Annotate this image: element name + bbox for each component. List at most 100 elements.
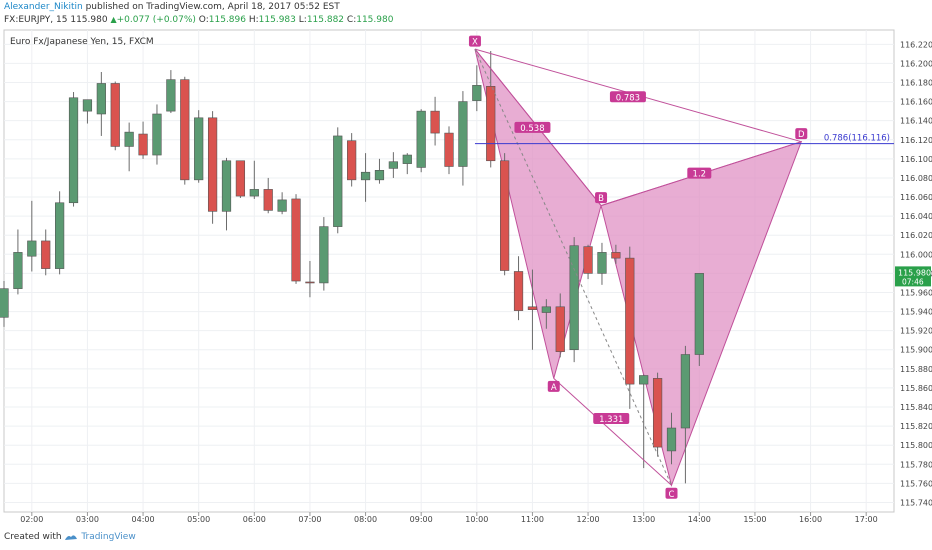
candle-body[interactable] <box>207 117 218 212</box>
last-price: 115.980 <box>70 15 108 25</box>
price-axis[interactable]: 116.220 116.200 116.180 116.160 116.140 116.1… <box>895 40 932 507</box>
pattern-overlay: 0.786(116.116) X A B C D 0.538 0.783 1.2 1.331 <box>468 35 894 500</box>
candle-body[interactable] <box>68 97 79 204</box>
tradingview-brand[interactable]: TradingView <box>81 532 136 542</box>
time-tick-label: 10:00 <box>465 515 488 524</box>
publish-line: Alexander_Nikitin published on TradingVi… <box>4 2 340 12</box>
candles[interactable] <box>0 50 704 484</box>
point-label-c: C <box>669 490 675 500</box>
candle-body[interactable] <box>611 252 621 259</box>
high-value: 115.983 <box>258 15 296 25</box>
candle-body[interactable] <box>513 271 524 311</box>
candle-body[interactable] <box>500 160 510 271</box>
candle-body[interactable] <box>41 240 51 269</box>
candle-body[interactable] <box>194 117 204 181</box>
tradingview-logo-icon <box>64 533 78 541</box>
author-link[interactable]: Alexander_Nikitin <box>4 2 83 12</box>
candle-body[interactable] <box>402 154 412 164</box>
low-value: 115.882 <box>306 15 345 25</box>
price-tick-label: 115.760 <box>900 479 932 488</box>
candle-body[interactable] <box>166 79 176 112</box>
ratio-label: 0.783 <box>616 93 640 103</box>
candle-body[interactable] <box>583 246 593 274</box>
price-tick-label: 115.860 <box>900 384 932 393</box>
candle-body[interactable] <box>333 135 343 227</box>
price-tick-label: 115.920 <box>900 327 932 336</box>
candle-body[interactable] <box>180 79 190 181</box>
candle-body[interactable] <box>263 189 273 211</box>
candle-body[interactable] <box>360 171 371 181</box>
time-tick-label: 05:00 <box>187 515 210 524</box>
candle-body[interactable] <box>694 273 704 355</box>
change-value: +0.077 (+0.07%) <box>116 15 196 25</box>
time-axis[interactable]: 02:00 03:00 04:00 05:00 06:00 07:00 08:00 09:00… <box>20 512 878 524</box>
candle-body[interactable] <box>527 306 538 310</box>
candle-body[interactable] <box>0 288 9 318</box>
candle-body[interactable] <box>416 110 426 168</box>
price-tick-label: 115.900 <box>900 346 932 355</box>
ratio-label-bg <box>609 91 646 103</box>
plot-frame <box>3 29 895 513</box>
chart-title: Euro Fx/Japanese Yen, 15, FXCM <box>10 37 154 47</box>
candle-body[interactable] <box>152 113 162 156</box>
ratio-label: 1.331 <box>599 415 623 425</box>
candle-body[interactable] <box>110 83 120 147</box>
candle-body[interactable] <box>569 245 579 351</box>
candle-body[interactable] <box>27 240 37 257</box>
candle-body[interactable] <box>249 189 259 197</box>
point-label-b-bg <box>595 192 608 204</box>
candle-body[interactable] <box>666 427 677 452</box>
price-tick-label: 116.040 <box>900 212 932 221</box>
time-tick-label: 14:00 <box>688 515 711 524</box>
candle-body[interactable] <box>625 257 635 385</box>
candle-body[interactable] <box>138 133 148 156</box>
time-tick-label: 11:00 <box>521 515 544 524</box>
candle-body[interactable] <box>124 131 134 147</box>
ratio-label-bg <box>593 412 630 424</box>
candle-body[interactable] <box>319 226 329 284</box>
candle-body[interactable] <box>639 375 649 385</box>
candle-body[interactable] <box>555 306 565 352</box>
candle-body[interactable] <box>221 160 232 212</box>
time-tick-label: 09:00 <box>410 515 433 524</box>
point-label-b: B <box>598 194 604 204</box>
candle-body[interactable] <box>235 160 246 197</box>
candle-body[interactable] <box>13 252 23 289</box>
candle-body[interactable] <box>55 202 65 269</box>
candle-body[interactable] <box>277 199 287 212</box>
candle-body[interactable] <box>347 140 357 181</box>
price-tick-label: 115.740 <box>900 498 932 507</box>
time-tick-label: 16:00 <box>799 515 822 524</box>
price-tick-label: 116.020 <box>900 231 932 240</box>
candle-body[interactable] <box>444 132 454 167</box>
candle-body[interactable] <box>458 101 468 167</box>
candle-body[interactable] <box>291 198 301 282</box>
candle-body[interactable] <box>82 99 93 112</box>
price-tick-label: 116.200 <box>900 59 932 68</box>
candle-body[interactable] <box>652 378 663 448</box>
point-label-a: A <box>551 383 557 393</box>
price-tick-label: 116.000 <box>900 250 932 259</box>
candle-body[interactable] <box>388 161 398 169</box>
candle-body[interactable] <box>305 281 315 284</box>
candle-body[interactable] <box>430 110 440 134</box>
candle-body[interactable] <box>472 85 482 101</box>
close-label: C: <box>346 15 357 25</box>
published-text: published on TradingView.com, April 18, … <box>85 2 340 12</box>
last-price-tag-bg <box>895 266 931 287</box>
candle-body[interactable] <box>486 86 496 162</box>
time-tick-label: 06:00 <box>243 515 266 524</box>
price-tick-label: 115.840 <box>900 403 932 412</box>
candle-body[interactable] <box>680 354 691 429</box>
point-label-d-bg <box>795 128 808 140</box>
candle-body[interactable] <box>597 252 607 274</box>
time-tick-label: 12:00 <box>577 515 600 524</box>
time-tick-label: 08:00 <box>354 515 377 524</box>
candle-body[interactable] <box>541 306 551 313</box>
point-label-c-bg <box>665 487 678 499</box>
price-tick-label: 115.940 <box>900 308 932 317</box>
candle-body[interactable] <box>96 83 106 115</box>
last-price-tag-time: 07:46 <box>902 277 924 286</box>
candle-body[interactable] <box>374 170 385 181</box>
